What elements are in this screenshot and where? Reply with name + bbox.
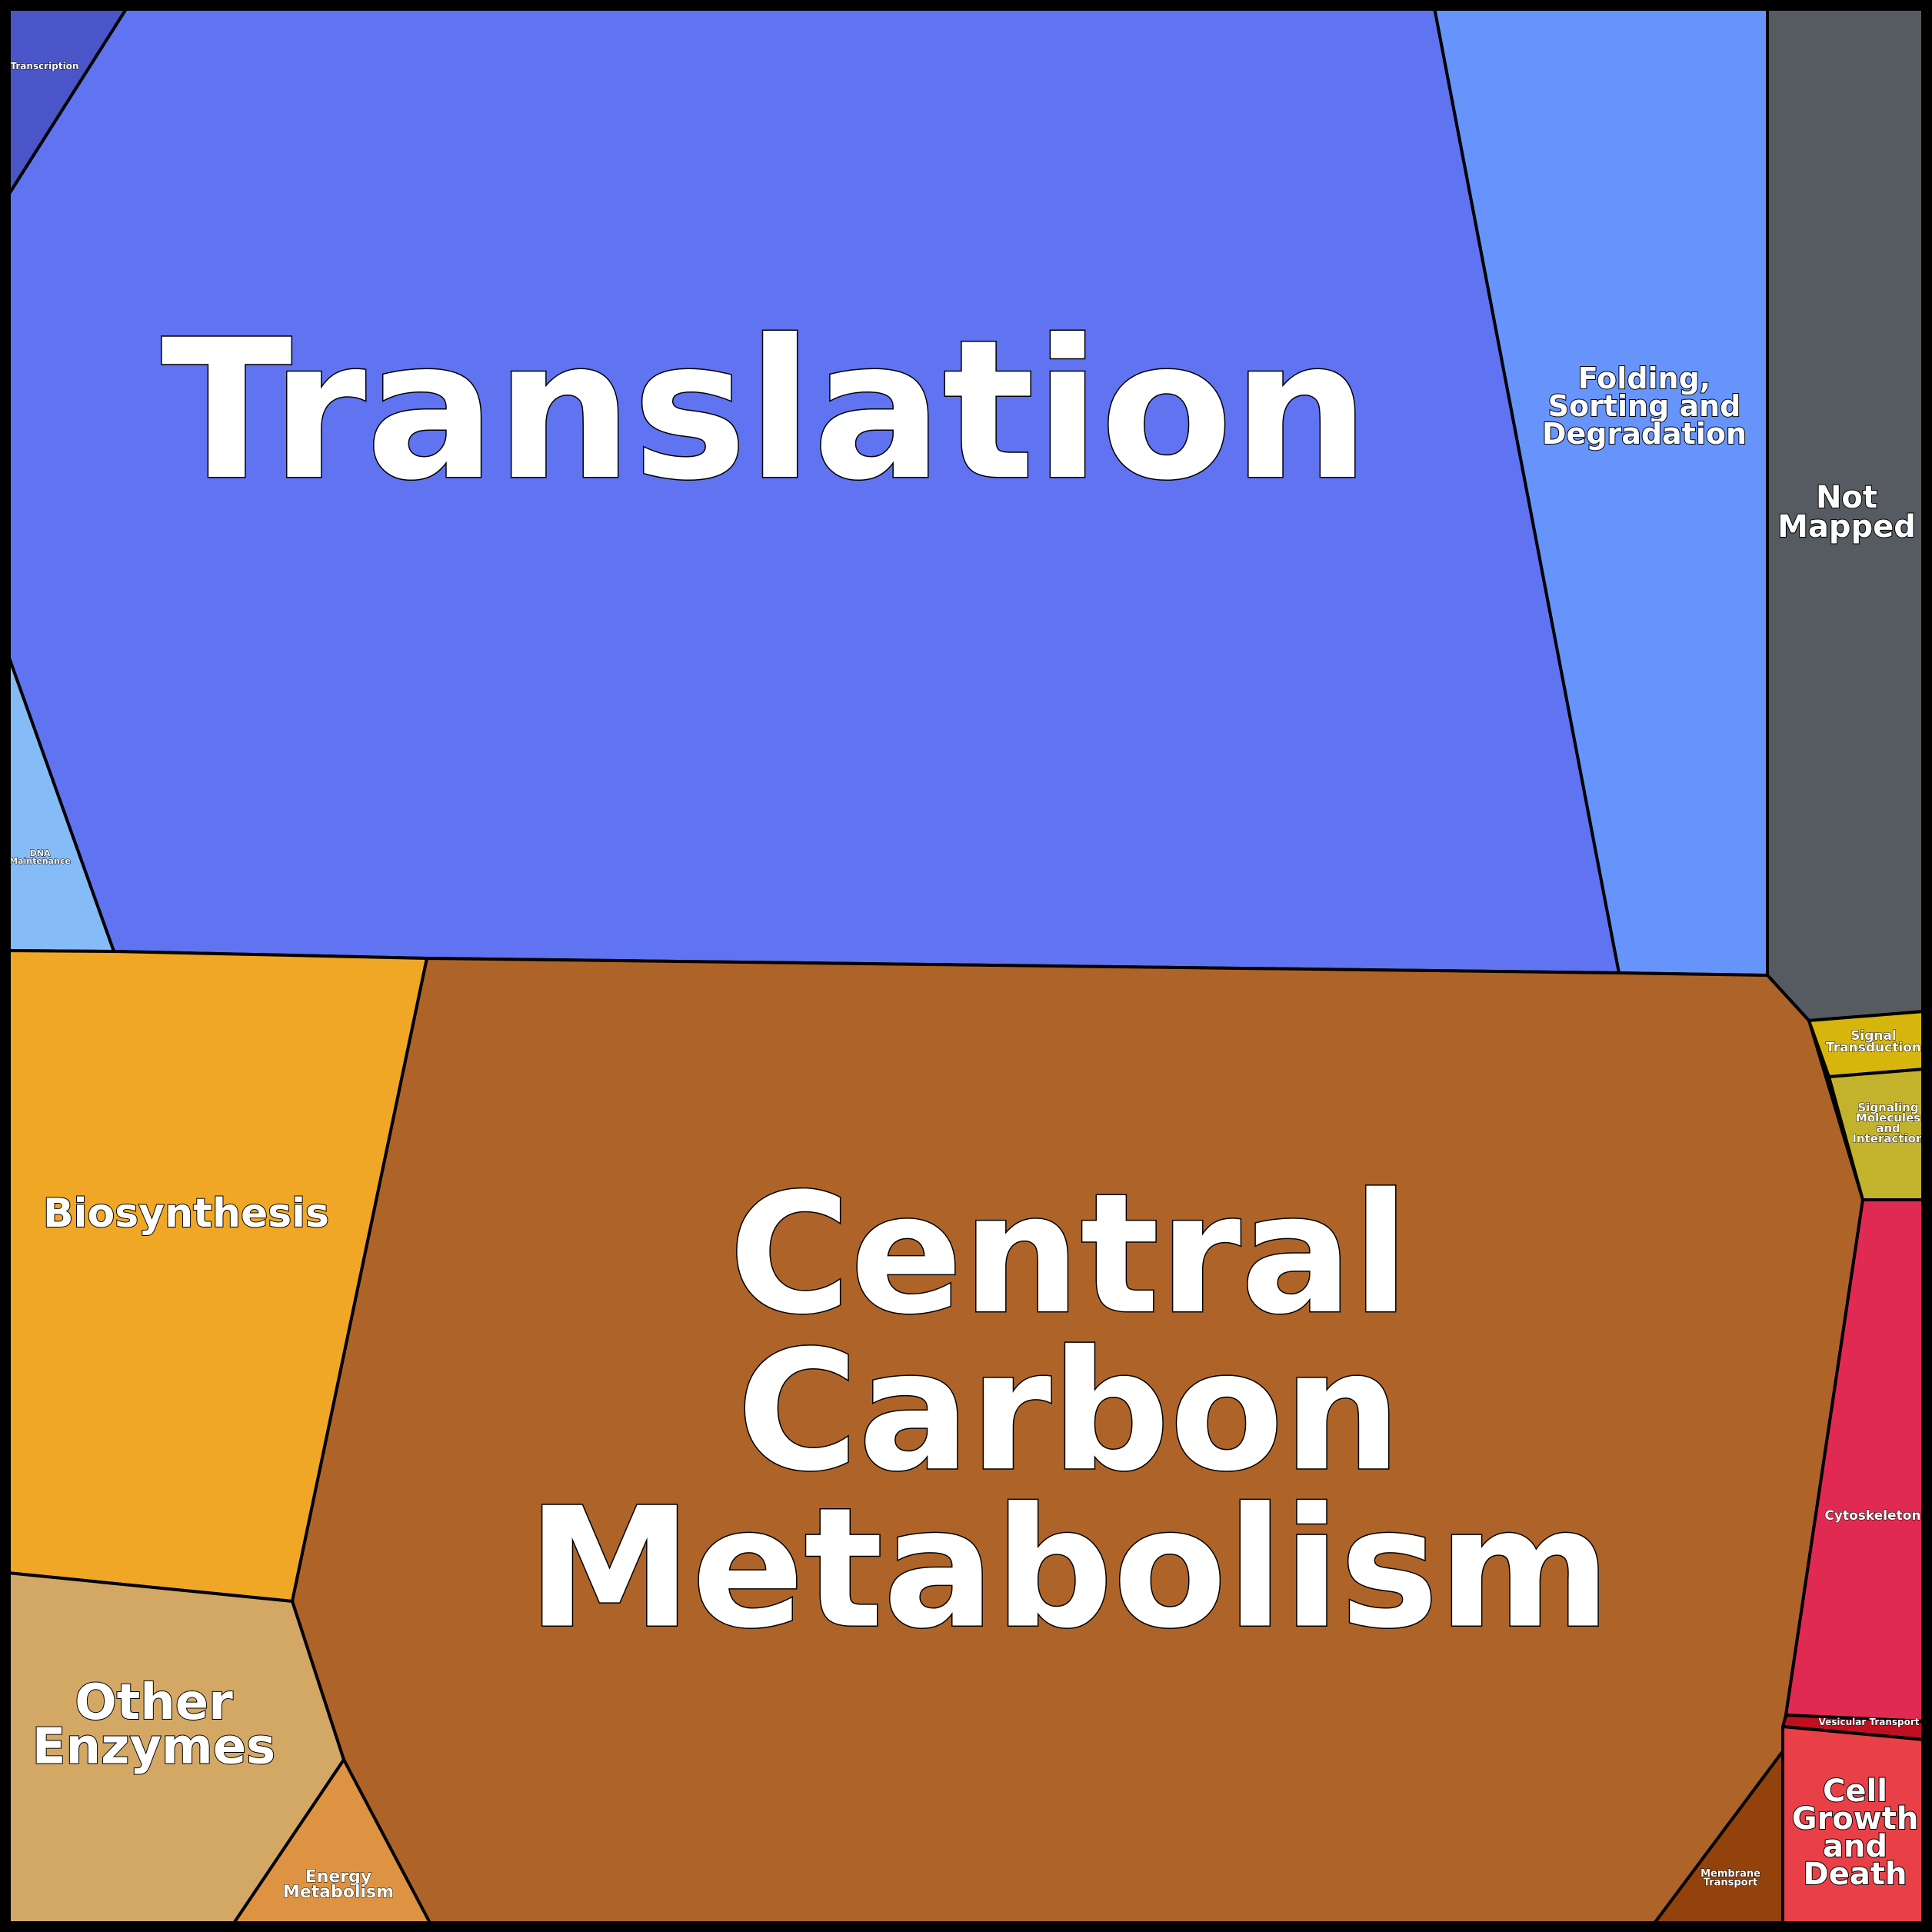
- label-folding: Folding, Sorting and Degradation: [1542, 361, 1747, 451]
- label-line: Growth: [1792, 1801, 1919, 1837]
- label-line: Carbon: [737, 1314, 1401, 1507]
- label-line: Maintenance: [9, 856, 71, 866]
- label-line: Cytoskeleton: [1824, 1508, 1920, 1524]
- label-translation: Translation: [161, 298, 1369, 522]
- label-biosynthesis: Biosynthesis: [43, 1191, 329, 1237]
- label-line: Metabolism: [283, 1883, 394, 1902]
- label-line: Enzymes: [32, 1719, 275, 1776]
- treemap-labels: Translation Folding, Sorting and Degradatio…: [9, 61, 1925, 1903]
- label-line: Biosynthesis: [43, 1191, 329, 1237]
- label-line: Metabolism: [528, 1472, 1611, 1665]
- label-other-enzymes: Other Enzymes: [32, 1674, 275, 1776]
- label-line: Mapped: [1777, 509, 1916, 545]
- label-central-carbon: Central Carbon Metabolism: [528, 1158, 1611, 1665]
- label-line: Other: [75, 1674, 233, 1731]
- label-cytoskeleton: Cytoskeleton: [1824, 1508, 1920, 1524]
- label-line: Signaling: [1857, 1101, 1918, 1114]
- label-line: Molecules: [1856, 1111, 1920, 1125]
- label-not-mapped: Not Mapped: [1777, 480, 1916, 545]
- label-line: DNA: [30, 848, 51, 858]
- label-cell-growth: Cell Growth and Death: [1792, 1774, 1919, 1892]
- label-signaling-molecules: Signaling Molecules and Interaction: [1852, 1101, 1924, 1146]
- label-line: Degradation: [1542, 417, 1747, 451]
- label-line: and: [1876, 1121, 1900, 1135]
- label-line: Folding,: [1578, 361, 1710, 395]
- treemap-cells: [6, 6, 1926, 1926]
- label-line: Vesicular Transport: [1818, 1717, 1919, 1727]
- label-energy-metabolism: Energy Metabolism: [283, 1867, 394, 1902]
- label-membrane-transport: Membrane Transport: [1700, 1868, 1760, 1889]
- label-line: Transport: [1704, 1877, 1757, 1889]
- label-line: Signal: [1850, 1028, 1897, 1044]
- label-line: Sorting and: [1548, 389, 1741, 423]
- label-dna-maintenance: DNA Maintenance: [9, 848, 71, 866]
- label-line: Transcription: [11, 61, 79, 72]
- label-line: Transduction: [1826, 1040, 1921, 1055]
- label-line: and: [1823, 1829, 1887, 1864]
- label-line: Membrane: [1700, 1868, 1760, 1880]
- label-line: Death: [1804, 1857, 1907, 1892]
- label-line: Central: [729, 1158, 1409, 1351]
- label-signal-transduction: Signal Transduction: [1826, 1028, 1921, 1055]
- label-line: Energy: [305, 1867, 372, 1887]
- label-vesicular-transport: Vesicular Transport: [1818, 1717, 1919, 1727]
- label-line: Not: [1816, 480, 1877, 515]
- label-line: Cell: [1823, 1774, 1887, 1809]
- label-line: Interaction: [1852, 1132, 1924, 1146]
- label-transcription: Transcription: [11, 61, 79, 72]
- label-line: Translation: [161, 298, 1369, 522]
